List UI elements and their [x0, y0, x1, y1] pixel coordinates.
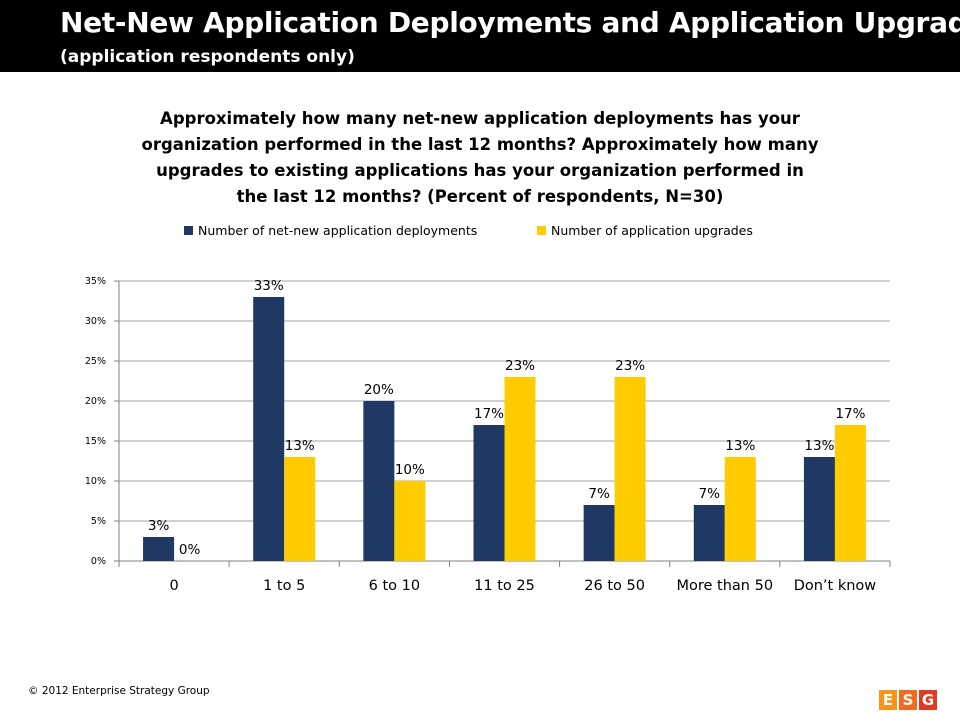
- data-label: 7%: [588, 486, 610, 502]
- data-label: 23%: [505, 358, 535, 374]
- legend-item-upgrades: Number of application upgrades: [537, 223, 753, 238]
- logo-letter-g: G: [919, 690, 937, 710]
- esg-logo: E S G: [879, 690, 937, 710]
- slide-subtitle: (application respondents only): [60, 47, 355, 67]
- logo-letter-e: E: [879, 690, 897, 710]
- y-tick-label: 30%: [85, 316, 106, 327]
- y-tick-label: 5%: [91, 516, 106, 527]
- y-tick-label: 25%: [85, 356, 106, 367]
- data-label: 10%: [395, 462, 425, 478]
- data-label: 17%: [474, 406, 504, 422]
- data-label: 20%: [364, 382, 394, 398]
- bar-deployments: [693, 505, 725, 561]
- legend-label-upgrades: Number of application upgrades: [551, 223, 753, 238]
- legend-swatch-deployments: [184, 226, 193, 235]
- data-label: 3%: [148, 518, 170, 534]
- x-category-label: Don’t know: [794, 578, 877, 594]
- legend-label-deployments: Number of net-new application deployment…: [198, 223, 478, 238]
- chart-title: Approximately how many net-new applicati…: [141, 109, 819, 206]
- bar-upgrades: [724, 457, 756, 561]
- bar-upgrades: [394, 481, 426, 561]
- bar-upgrades: [284, 457, 316, 561]
- slide-title: Net-New Application Deployments and Appl…: [60, 6, 960, 39]
- legend-item-deployments: Number of net-new application deployment…: [184, 223, 477, 238]
- data-label: 0%: [179, 542, 201, 558]
- bar-upgrades: [504, 377, 536, 561]
- y-tick-label: 0%: [91, 556, 106, 567]
- y-tick-label: 35%: [85, 276, 106, 287]
- y-tick-label: 20%: [85, 396, 106, 407]
- chart-legend: Number of net-new application deployment…: [0, 223, 960, 243]
- copyright-footer: © 2012 Enterprise Strategy Group: [28, 685, 210, 697]
- x-category-label: 11 to 25: [474, 578, 535, 594]
- x-category-label: 26 to 50: [584, 578, 645, 594]
- y-tick-label: 10%: [85, 476, 106, 487]
- bar-deployments: [143, 537, 175, 561]
- x-category-label: 6 to 10: [369, 578, 420, 594]
- data-label: 33%: [254, 278, 284, 294]
- y-tick-label: 15%: [85, 436, 106, 447]
- data-label: 23%: [615, 358, 645, 374]
- data-label: 13%: [804, 438, 834, 454]
- x-category-label: 0: [169, 578, 178, 594]
- data-label: 7%: [699, 486, 721, 502]
- bar-deployments: [253, 297, 285, 561]
- bar-upgrades: [614, 377, 646, 561]
- x-category-label: 1 to 5: [263, 578, 305, 594]
- bar-deployments: [803, 457, 835, 561]
- data-label: 13%: [285, 438, 315, 454]
- bar-deployments: [473, 425, 505, 561]
- legend-swatch-upgrades: [537, 226, 546, 235]
- bar-deployments: [363, 401, 395, 561]
- data-label: 17%: [835, 406, 865, 422]
- data-label: 13%: [725, 438, 755, 454]
- logo-letter-s: S: [899, 690, 917, 710]
- slide-header: Net-New Application Deployments and Appl…: [0, 0, 960, 72]
- bar-upgrades: [834, 425, 866, 561]
- bar-deployments: [583, 505, 615, 561]
- x-category-label: More than 50: [676, 578, 773, 594]
